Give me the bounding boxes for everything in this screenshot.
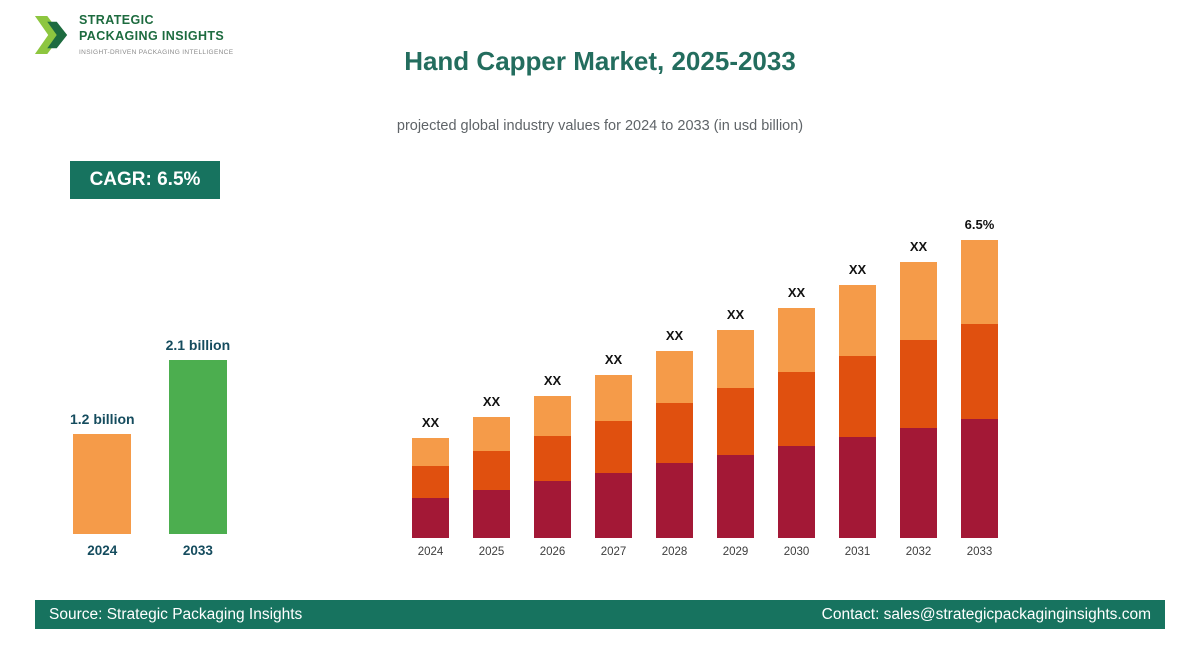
axis-year-label: 2027 [600,546,627,558]
bar-segment [473,490,510,538]
main-bar-chart: XX 2024 XX 2025 XX 2026 XX 2027 XX 2028 XX 2029 XX 20… [412,217,998,558]
bar-segment [900,428,937,538]
axis-year-label: 2025 [478,546,505,558]
bar-segment [656,403,693,463]
footer-bar: Source: Strategic Packaging Insights Con… [35,600,1165,629]
bar-segment [839,285,876,356]
stacked-bar-group: XX 2031 [839,262,876,558]
bar-segment [412,466,449,498]
bar [168,360,227,534]
bar-segment [839,356,876,437]
bar-value-label: XX [604,352,623,367]
bar-segment [656,463,693,538]
bar-segment [717,330,754,388]
bar-segment [839,437,876,538]
stacked-bar [961,240,998,538]
bar-segment [778,372,815,446]
stacked-bar [900,262,937,538]
page-title: Hand Capper Market, 2025-2033 [404,46,796,76]
bar-segment [595,473,632,538]
bar-value-label: 6.5% [964,217,995,232]
axis-year-label: 2024 [417,546,444,558]
bar-segment [656,351,693,403]
stacked-bar-group: XX 2027 [595,352,632,558]
axis-year-label: 2024 [87,543,118,558]
axis-year-label: 2026 [539,546,566,558]
stacked-bar-group: XX 2025 [473,394,510,558]
footer-contact-text: Contact: sales@strategicpackaginginsight… [821,605,1151,623]
stacked-bar [717,330,754,538]
bar-value-label: XX [848,262,867,277]
bar-segment [595,421,632,473]
bar-segment [900,262,937,340]
footer-source-text: Source: Strategic Packaging Insights [49,605,303,623]
page-subtitle: projected global industry values for 202… [396,118,804,134]
stacked-bar [656,351,693,538]
mini-bar-chart: 1.2 billion 2024 2.1 billion 2033 [70,337,230,558]
axis-year-label: 2033 [966,546,993,558]
bar-segment [534,436,571,481]
stacked-bar [595,375,632,538]
bar-segment [717,455,754,538]
bar-segment [778,446,815,538]
bar-segment [534,396,571,436]
axis-year-label: 2030 [783,546,810,558]
logo-text: STRATEGIC PACKAGING INSIGHTS INSIGHT-DRI… [79,12,233,56]
logo-tagline: INSIGHT-DRIVEN PACKAGING INTELLIGENCE [79,48,234,56]
bar-segment [473,417,510,451]
bar-value-label: XX [665,328,684,343]
stacked-bar-group: XX 2024 [412,415,449,558]
stacked-bar-group: XX 2028 [656,328,693,558]
bar-value-label: XX [787,285,806,300]
bar-segment [961,419,998,538]
bar-value-label: XX [726,307,745,322]
stacked-bar-group: XX 2030 [778,285,815,558]
bar [73,434,132,534]
stacked-bar-group: XX 2026 [534,373,571,558]
stacked-bar-group: 6.5% 2033 [961,217,998,558]
bar-segment [412,438,449,466]
bar-value-label: XX [543,373,562,388]
bar-segment [900,340,937,428]
bar-segment [778,308,815,372]
bar-segment [717,388,754,455]
bar-segment [473,451,510,490]
bar-value-label: XX [421,415,440,430]
logo-name-line2: PACKAGING INSIGHTS [79,29,225,44]
bar-value-label: XX [909,239,928,254]
logo-name-line1: STRATEGIC [79,13,154,27]
cagr-badge: CAGR: 6.5% [70,161,220,199]
axis-year-label: 2032 [905,546,932,558]
bar-segment [534,481,571,538]
bar-segment [961,324,998,419]
axis-year-label: 2029 [722,546,749,558]
stacked-bar [534,396,571,538]
brand-logo: STRATEGIC PACKAGING INSIGHTS INSIGHT-DRI… [34,12,233,58]
bar-value-label: XX [482,394,501,409]
bar-segment [961,240,998,324]
axis-year-label: 2031 [844,546,871,558]
axis-year-label: 2028 [661,546,688,558]
stacked-bar-group: XX 2029 [717,307,754,558]
stacked-bar-group: XX 2032 [900,239,937,558]
stacked-bar [412,438,449,538]
bar-segment [595,375,632,421]
bar-value-label: 1.2 billion [70,411,135,427]
mini-bar-group: 1.2 billion 2024 [70,411,135,558]
bar-value-label: 2.1 billion [165,337,231,353]
axis-year-label: 2033 [182,543,213,558]
bar-segment [412,498,449,538]
mini-bar-group: 2.1 billion 2033 [166,337,231,558]
stacked-bar [473,417,510,538]
stacked-bar [839,285,876,538]
stacked-bar [778,308,815,538]
logo-chevron-icon [34,16,68,54]
